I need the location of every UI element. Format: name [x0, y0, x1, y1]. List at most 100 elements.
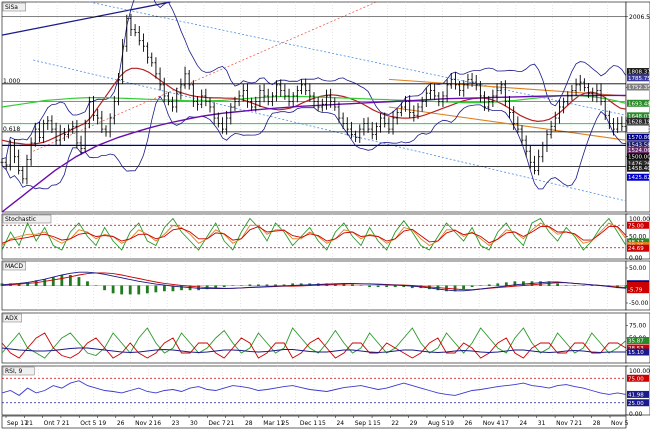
histogram-bar: [120, 285, 124, 295]
value-tag-label: 1458.40: [628, 166, 650, 172]
histogram-bar: [393, 285, 397, 288]
x-tick-label: Sep 17: [7, 420, 28, 427]
x-tick-label: 24: [519, 420, 527, 427]
value-tag-label: 1600.00: [628, 127, 650, 133]
value-tag: [627, 146, 649, 154]
panel-rsi: RSI, 9 100.00 0.00 75.00 41.98 25.00: [1, 365, 650, 418]
histogram-bar: [239, 285, 243, 286]
indicator-line: [1, 327, 627, 359]
value-tag: [627, 282, 649, 289]
histogram-bar: [453, 285, 457, 292]
panel-title-box: [2, 313, 22, 323]
panel-title-box: [2, 261, 26, 271]
value-tag: [627, 112, 649, 120]
histogram-bar: [86, 281, 89, 286]
histogram-bar: [470, 285, 474, 288]
x-tick-label: Mar 11: [263, 420, 284, 427]
value-tag-label: 1425.82: [628, 175, 650, 181]
histogram-bar: [556, 283, 560, 286]
x-tick-label: 28: [593, 420, 601, 427]
value-tag: [627, 244, 649, 252]
value-tag-label: 1524.06: [628, 148, 650, 154]
value-tag: [627, 221, 649, 229]
histogram-bar: [265, 284, 269, 286]
histogram-bar: [342, 283, 346, 286]
axis-tick-label: 50.00: [629, 234, 646, 241]
value-tag-label: 1543.58: [628, 143, 650, 149]
histogram-bar: [479, 285, 483, 286]
histogram-bar: [581, 285, 585, 286]
histogram-bar: [51, 277, 55, 286]
value-tag-label: 25.00: [628, 401, 644, 407]
histogram-bar: [351, 284, 354, 286]
histogram-bar: [402, 285, 406, 288]
x-tick-label: 21: [25, 420, 33, 427]
histogram-bar: [43, 279, 47, 286]
indicator-line: [1, 380, 627, 396]
fib-level-label: 0.618: [3, 126, 20, 133]
value-tag-label: 15.10: [628, 350, 644, 356]
histogram-bar: [231, 285, 235, 286]
value-tag: [627, 68, 649, 76]
histogram-bar: [60, 275, 64, 286]
histogram-bar: [282, 284, 286, 286]
value-tag: [627, 99, 649, 107]
value-tag-label: 1500.00: [628, 155, 650, 161]
histogram-bar: [171, 285, 175, 292]
axis-tick-label: 100.00: [629, 216, 650, 223]
axis-tick-label: 75.00: [629, 323, 646, 330]
x-tick-label: 28: [245, 420, 253, 427]
histogram-bar: [274, 284, 277, 286]
indicator-line: [1, 271, 627, 292]
x-tick-label: 22: [391, 420, 399, 427]
value-tag-label: 1808.37: [628, 70, 650, 76]
histogram-bar: [368, 285, 371, 288]
value-tag-label: 1476.26: [628, 161, 650, 167]
x-tick-label: 21: [574, 420, 582, 427]
x-tick-label: 17: [501, 420, 509, 427]
value-tag: [627, 164, 649, 172]
histogram-bar: [77, 277, 81, 286]
histogram-bar: [624, 285, 628, 289]
value-tag: [626, 125, 650, 133]
histogram-bar: [94, 285, 98, 286]
value-tag: [627, 399, 649, 407]
x-tick-label: 16: [153, 420, 161, 427]
x-tick-label: 26: [117, 420, 125, 427]
x-tick-label: Dec 7: [208, 420, 226, 427]
panel-title-box: [2, 214, 52, 224]
x-axis-frame: [1, 415, 627, 429]
histogram-bar: [248, 284, 252, 286]
upper-band: [1, 0, 627, 160]
histogram-bar: [222, 285, 226, 288]
value-tag: [627, 286, 649, 294]
histogram-bar: [359, 285, 363, 286]
value-tag: [627, 344, 649, 352]
axis-tick-label: -50.00: [629, 300, 649, 307]
value-tag-label: 24.69: [628, 246, 644, 252]
x-tick-label: Sep 1: [355, 420, 372, 427]
value-tag: [627, 159, 649, 167]
histogram-bar: [214, 285, 218, 289]
x-tick-label: Dec 1: [300, 420, 318, 427]
x-tick-label: 23: [172, 420, 180, 427]
value-tag: [627, 83, 649, 91]
histogram-bar: [17, 283, 21, 286]
axis-tick-label: 100.00: [629, 368, 650, 375]
histogram-bar: [145, 285, 149, 294]
histogram-bar: [154, 285, 158, 293]
histogram-bar: [180, 285, 183, 291]
histogram-bar: [385, 285, 389, 288]
histogram-bar: [376, 285, 380, 288]
histogram-bar: [410, 285, 414, 289]
histogram-bar: [163, 285, 166, 292]
axis-tick-label: 2006.58: [629, 14, 650, 21]
value-tag-label: 1785.75: [628, 76, 650, 82]
value-tag: [627, 153, 649, 161]
panel-stoch: Stochastic100.0050.000.0075.0038.1730.25…: [1, 213, 650, 262]
x-tick-label: Nov 4: [483, 420, 501, 427]
x-tick-label: 15: [373, 420, 381, 427]
x-tick-label: 29: [410, 420, 418, 427]
